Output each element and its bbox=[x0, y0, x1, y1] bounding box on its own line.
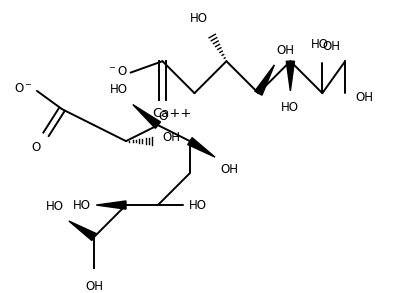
Polygon shape bbox=[188, 138, 215, 157]
Polygon shape bbox=[133, 105, 160, 128]
Text: OH: OH bbox=[220, 163, 239, 176]
Polygon shape bbox=[69, 221, 96, 241]
Text: HO: HO bbox=[110, 84, 128, 96]
Text: HO: HO bbox=[73, 199, 91, 212]
Text: HO: HO bbox=[190, 12, 208, 25]
Text: O: O bbox=[31, 141, 41, 154]
Text: OH: OH bbox=[355, 91, 373, 104]
Text: O$^-$: O$^-$ bbox=[14, 82, 33, 95]
Text: O: O bbox=[158, 110, 167, 123]
Text: OH: OH bbox=[85, 280, 103, 293]
Polygon shape bbox=[255, 65, 275, 95]
Text: OH: OH bbox=[322, 40, 340, 53]
Text: OH: OH bbox=[276, 44, 295, 57]
Text: $^-$O: $^-$O bbox=[107, 65, 128, 78]
Text: HO: HO bbox=[188, 199, 207, 212]
Polygon shape bbox=[96, 201, 126, 209]
Polygon shape bbox=[286, 61, 295, 91]
Text: Ca++: Ca++ bbox=[152, 107, 191, 120]
Text: HO: HO bbox=[281, 101, 299, 114]
Text: HO: HO bbox=[46, 200, 64, 213]
Text: HO: HO bbox=[311, 38, 329, 51]
Text: OH: OH bbox=[162, 131, 181, 144]
